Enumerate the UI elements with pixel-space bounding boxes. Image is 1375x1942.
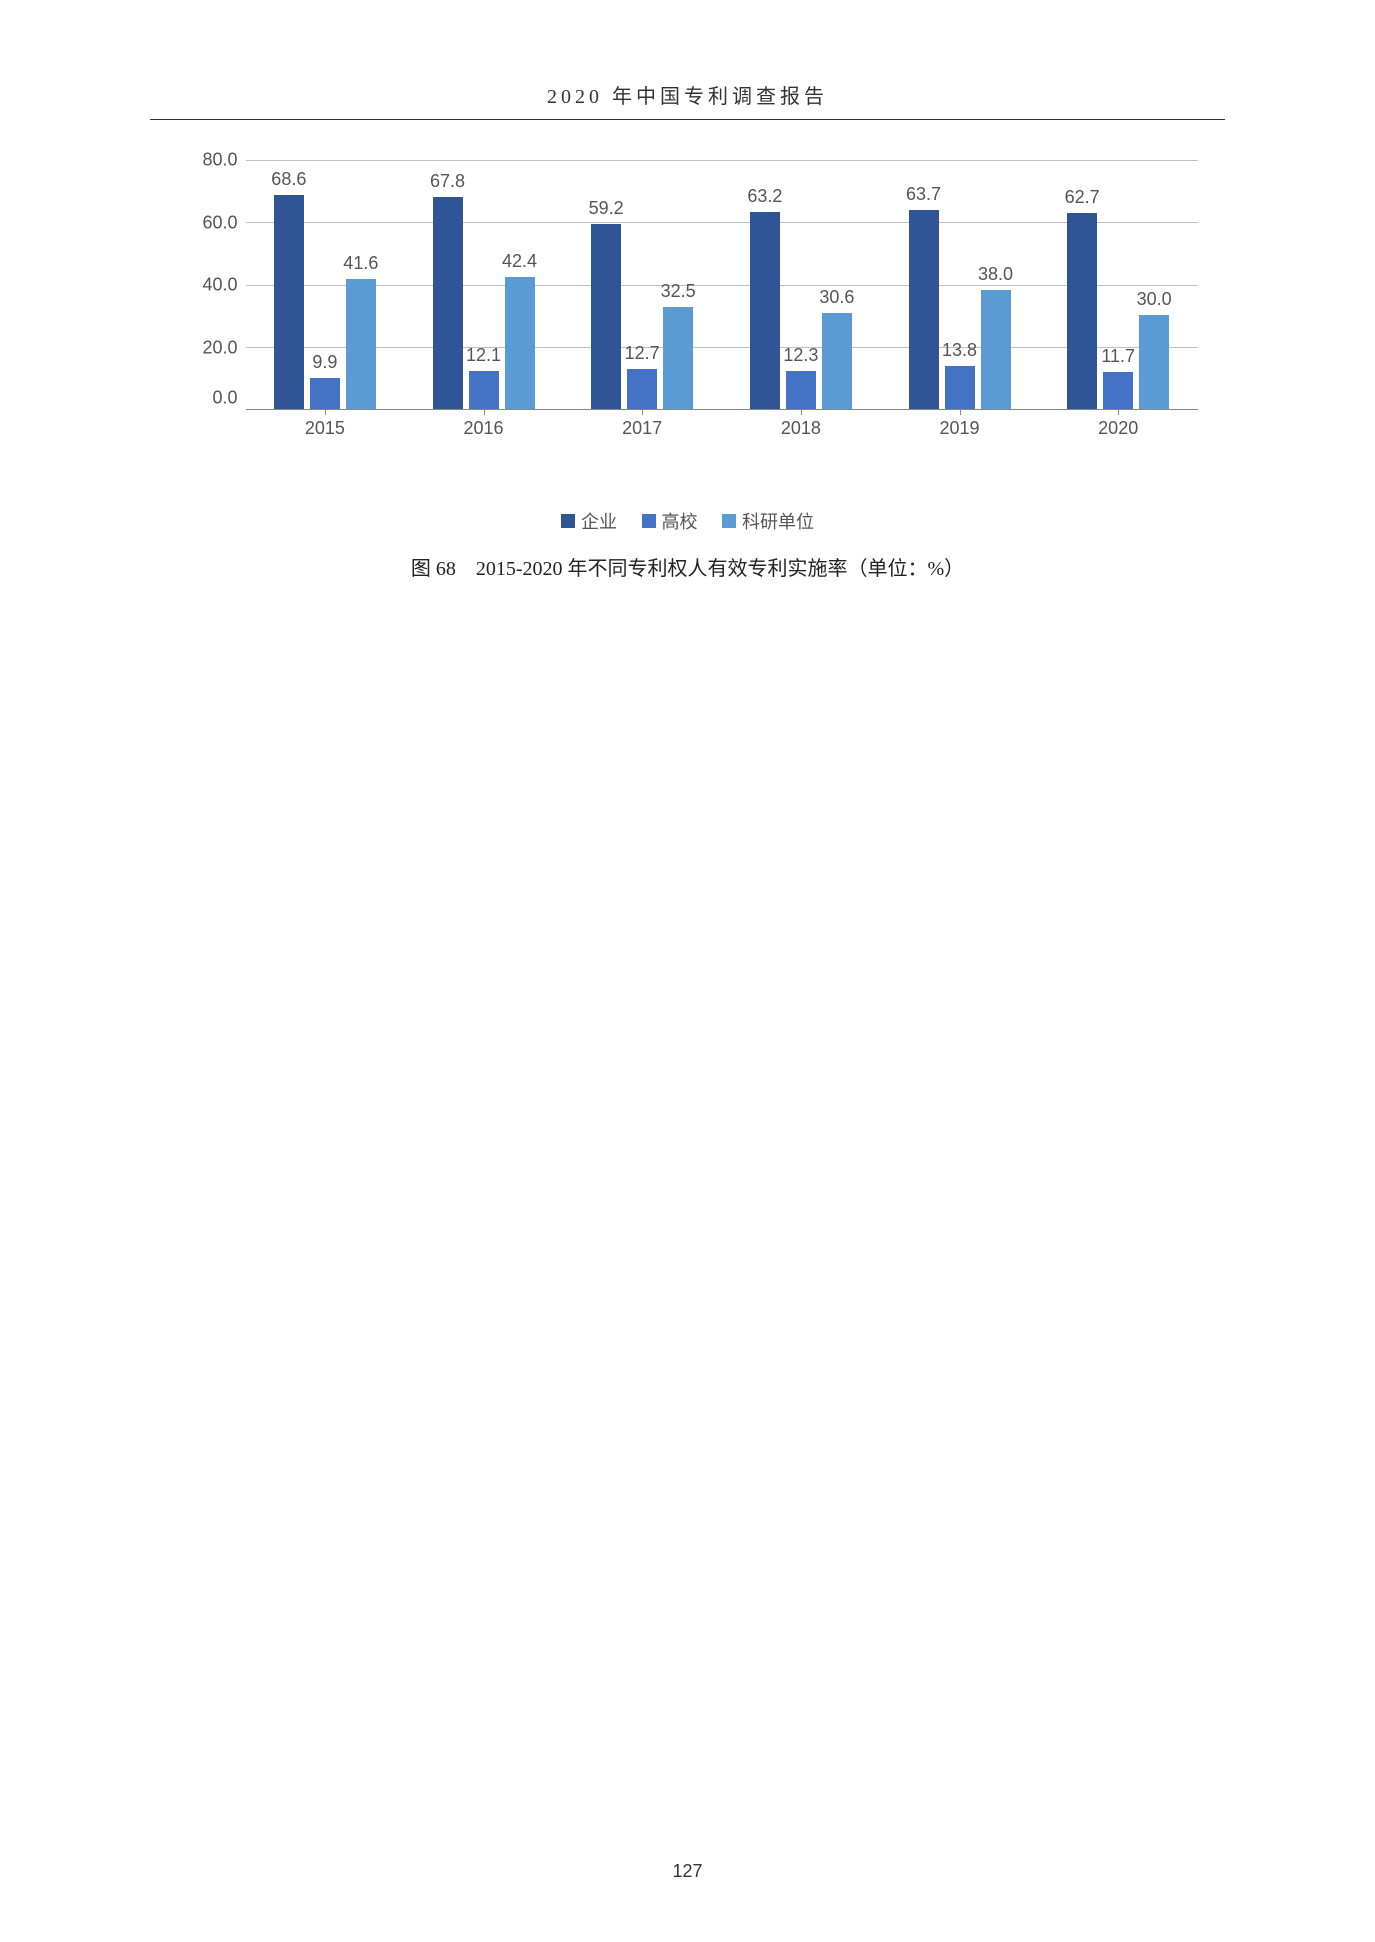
chart-container: 0.0 20.0 40.0 60.0 80.0 68.69.941.667.81…	[178, 160, 1198, 581]
plot-area: 68.69.941.667.812.142.459.212.732.563.21…	[246, 160, 1198, 410]
bar-value-label: 41.6	[343, 253, 378, 274]
chart-legend: 企业 高校 科研单位	[178, 508, 1198, 534]
bar-value-label: 59.2	[589, 198, 624, 219]
bar-value-label: 12.3	[783, 345, 818, 366]
bar: 12.7	[627, 369, 657, 409]
y-axis: 0.0 20.0 40.0 60.0 80.0	[178, 160, 246, 410]
bar: 42.4	[505, 277, 535, 410]
bar-groups: 68.69.941.667.812.142.459.212.732.563.21…	[246, 160, 1198, 409]
caption-text: 图 68 2015-2020 年不同专利权人有效专利实施率（单位：%）	[411, 558, 964, 580]
chart-area: 0.0 20.0 40.0 60.0 80.0 68.69.941.667.81…	[178, 160, 1198, 460]
bar-value-label: 12.7	[625, 343, 660, 364]
bar-value-label: 32.5	[661, 281, 696, 302]
bar: 38.0	[981, 290, 1011, 409]
bar: 9.9	[310, 378, 340, 409]
legend-item-enterprise: 企业	[561, 508, 617, 534]
y-tick-3: 60.0	[202, 212, 237, 233]
bar: 30.0	[1139, 315, 1169, 409]
bar-value-label: 30.6	[819, 287, 854, 308]
legend-label: 企业	[581, 508, 617, 534]
bar: 62.7	[1067, 213, 1097, 409]
legend-swatch	[642, 514, 656, 528]
bar-group: 63.713.838.0	[880, 160, 1039, 409]
x-axis-label: 2020	[1039, 418, 1198, 439]
bar: 59.2	[591, 224, 621, 409]
bar-value-label: 13.8	[942, 340, 977, 361]
bar: 68.6	[274, 195, 304, 409]
page-header: 2020 年中国专利调查报告	[150, 80, 1225, 120]
legend-label: 科研单位	[742, 508, 814, 534]
x-axis-label: 2017	[563, 418, 722, 439]
bar-value-label: 67.8	[430, 171, 465, 192]
bar-value-label: 11.7	[1101, 346, 1135, 367]
y-tick-4: 80.0	[202, 150, 237, 171]
bar: 30.6	[822, 313, 852, 409]
x-axis-label: 2018	[722, 418, 881, 439]
bar: 32.5	[663, 307, 693, 409]
y-tick-2: 40.0	[202, 275, 237, 296]
legend-swatch	[561, 514, 575, 528]
legend-label: 高校	[662, 508, 698, 534]
legend-item-university: 高校	[642, 508, 698, 534]
x-axis-labels: 201520162017201820192020	[246, 418, 1198, 439]
bar: 63.2	[750, 212, 780, 410]
bar: 13.8	[945, 366, 975, 409]
x-axis-label: 2016	[404, 418, 563, 439]
bar: 41.6	[346, 279, 376, 409]
bar-group: 62.711.730.0	[1039, 160, 1198, 409]
bar-value-label: 38.0	[978, 264, 1013, 285]
bar: 12.1	[469, 371, 499, 409]
header-title: 2020 年中国专利调查报告	[547, 86, 828, 108]
x-tick	[325, 409, 326, 415]
x-tick	[801, 409, 802, 415]
bar-value-label: 12.1	[466, 345, 501, 366]
bar-group: 63.212.330.6	[722, 160, 881, 409]
bar-group: 67.812.142.4	[404, 160, 563, 409]
bar: 67.8	[433, 197, 463, 409]
bar-value-label: 63.7	[906, 184, 941, 205]
bar-group: 68.69.941.6	[246, 160, 405, 409]
x-axis-label: 2019	[880, 418, 1039, 439]
bar: 11.7	[1103, 372, 1133, 409]
bar-value-label: 42.4	[502, 251, 537, 272]
x-tick	[642, 409, 643, 415]
figure-caption: 图 68 2015-2020 年不同专利权人有效专利实施率（单位：%）	[178, 552, 1198, 581]
page-number: 127	[0, 1861, 1375, 1882]
y-tick-0: 0.0	[212, 388, 237, 409]
legend-swatch	[722, 514, 736, 528]
x-tick	[960, 409, 961, 415]
page: 2020 年中国专利调查报告 0.0 20.0 40.0 60.0 80.0 6…	[0, 0, 1375, 1942]
bar: 12.3	[786, 371, 816, 409]
x-axis-label: 2015	[246, 418, 405, 439]
legend-item-research: 科研单位	[722, 508, 814, 534]
bar-value-label: 30.0	[1137, 289, 1172, 310]
x-tick	[1118, 409, 1119, 415]
bar: 63.7	[909, 210, 939, 409]
bar-value-label: 68.6	[271, 169, 306, 190]
x-tick	[484, 409, 485, 415]
bar-group: 59.212.732.5	[563, 160, 722, 409]
bar-value-label: 62.7	[1065, 187, 1100, 208]
y-tick-1: 20.0	[202, 337, 237, 358]
bar-value-label: 63.2	[747, 186, 782, 207]
bar-value-label: 9.9	[312, 352, 337, 373]
